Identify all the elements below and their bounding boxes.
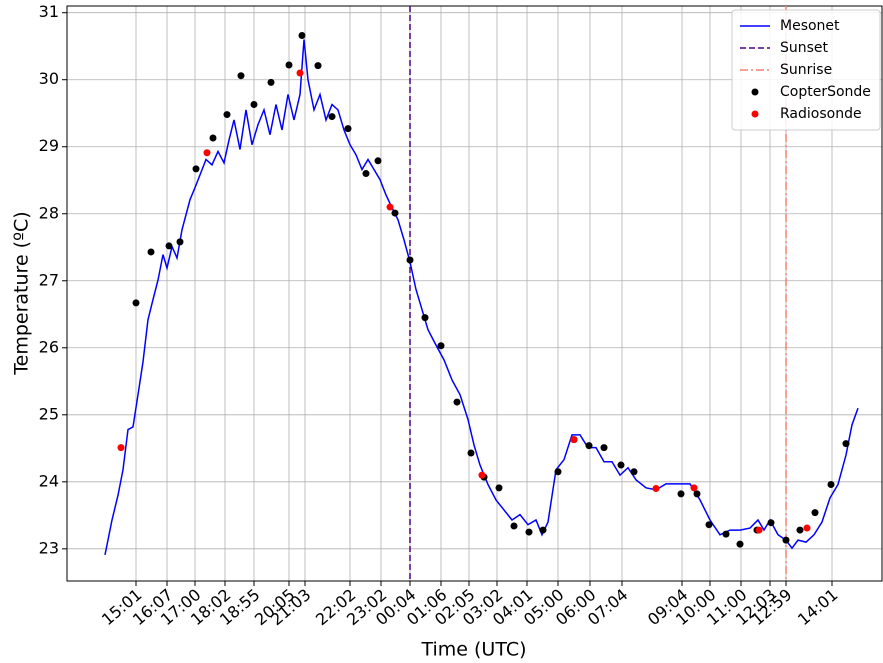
line [104, 39, 859, 556]
y-tick-label: 28 [39, 203, 59, 222]
point [600, 444, 608, 452]
x-axis-label: Time (UTC) [420, 639, 526, 661]
point [842, 440, 850, 448]
point [421, 314, 429, 322]
y-tick-label: 24 [39, 471, 59, 490]
point [453, 398, 461, 406]
point [570, 436, 578, 444]
point [705, 521, 713, 529]
point [132, 299, 140, 307]
point [209, 134, 217, 142]
y-tick-label: 25 [39, 404, 59, 423]
point [285, 61, 293, 69]
point [782, 536, 790, 544]
point [585, 442, 593, 450]
point [796, 526, 804, 534]
point [176, 238, 184, 246]
y-tick-label: 27 [39, 270, 59, 289]
point [344, 125, 352, 133]
plot-frame [66, 5, 883, 582]
point [495, 484, 503, 492]
point [298, 31, 306, 39]
point [237, 72, 245, 80]
point [539, 526, 547, 534]
y-axis-label: Temperature (ºC) [11, 211, 33, 375]
x-tick-label: 14:01 [794, 585, 842, 629]
point [296, 69, 304, 77]
legend-label: Mesonet [780, 18, 840, 34]
point [467, 449, 475, 457]
legend-label: Sunset [780, 40, 829, 56]
point [722, 530, 730, 538]
y-tick-label: 26 [39, 337, 59, 356]
point [478, 471, 486, 479]
point [386, 203, 394, 211]
legend-box [731, 9, 881, 131]
point [147, 248, 155, 256]
point [437, 342, 445, 350]
point [192, 165, 200, 173]
point [617, 461, 625, 469]
legend-swatch [751, 88, 759, 96]
point [374, 157, 382, 165]
point [362, 170, 370, 178]
point [690, 484, 698, 492]
point [693, 490, 701, 498]
point [554, 468, 562, 476]
point [677, 490, 685, 498]
legend-label: Radiosonde [780, 106, 862, 122]
point [203, 149, 211, 157]
point [391, 209, 399, 217]
point [755, 526, 763, 534]
point [250, 101, 258, 109]
point [803, 524, 811, 532]
legend: Mesonet Sunset Sunrise CopterSonde Radiosond… [731, 9, 881, 131]
point [767, 519, 775, 527]
point [827, 480, 835, 488]
point [811, 509, 819, 517]
point [328, 113, 336, 121]
point [117, 444, 125, 452]
point [223, 111, 231, 119]
point [165, 242, 173, 250]
point [267, 78, 275, 86]
point [652, 485, 660, 493]
y-tick-label: 30 [39, 69, 59, 88]
legend-label: Sunrise [780, 62, 832, 78]
legend-label: CopterSonde [780, 84, 871, 100]
point [510, 522, 518, 530]
y-tick-label: 29 [39, 136, 59, 155]
point [525, 528, 533, 536]
point [406, 256, 414, 264]
legend-swatch [751, 110, 759, 118]
point [736, 540, 744, 548]
point [630, 468, 638, 476]
y-tick-label: 31 [39, 2, 59, 21]
point [314, 62, 322, 70]
y-tick-label: 23 [39, 538, 59, 557]
